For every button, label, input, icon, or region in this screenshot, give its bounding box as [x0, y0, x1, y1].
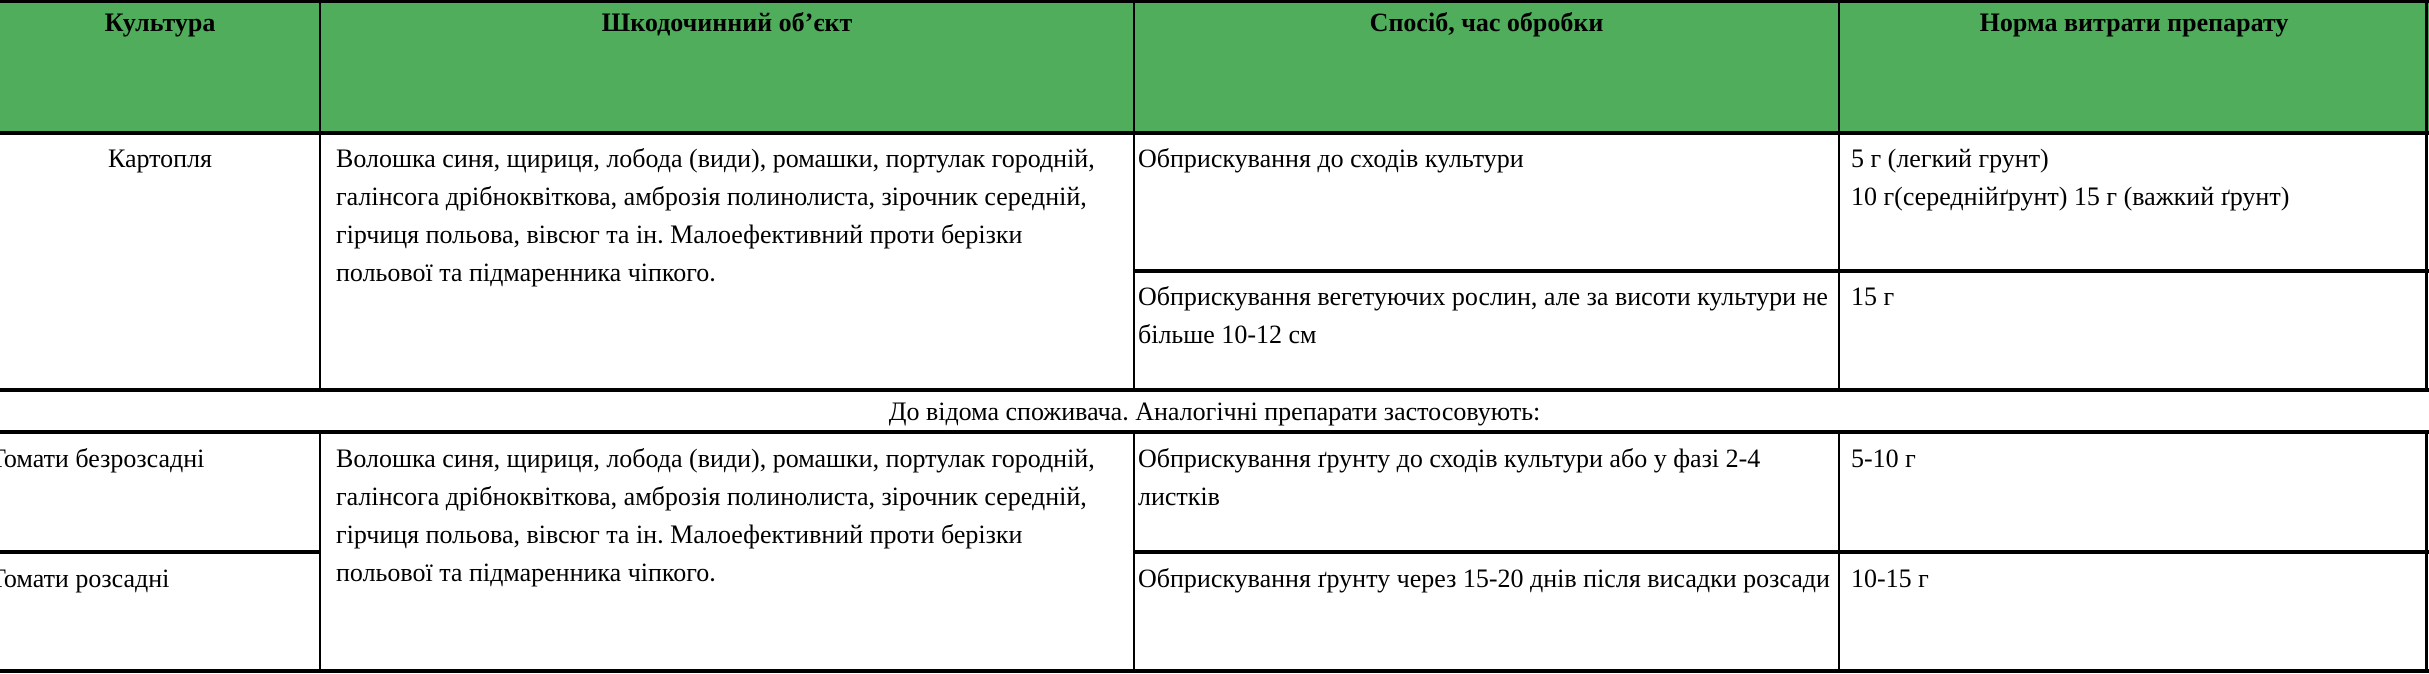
table-border: [1133, 0, 1135, 390]
table-border: [0, 430, 2429, 434]
rate-potato-1: 5 г (легкий грунт) 10 г(середнійґрунт) 1…: [1841, 134, 2429, 222]
method-tomato-seedless: Обприскування ґрунту до сходів культури …: [1138, 444, 1761, 511]
table-border: [319, 432, 321, 672]
table-border: [0, 388, 2429, 392]
table-border: [0, 0, 2429, 3]
table-border: [1133, 432, 1135, 672]
method-potato-2: Обприскування вегетуючих рослин, але за …: [1138, 282, 1828, 349]
culture-potato: Картопля: [107, 144, 213, 173]
table-border: [2425, 0, 2428, 390]
table-border: [0, 131, 2429, 135]
method-tomato-seedling: Обприскування ґрунту через 15-20 днів пі…: [1138, 564, 1830, 593]
table-border: [2425, 432, 2428, 672]
rate-tomato-seedling: 10-15 г: [1851, 564, 1929, 593]
target-tomatoes: Волошка синя, щириця, лобода (види), ром…: [336, 444, 1095, 587]
rate-line: 10 г(середнійґрунт) 15 г (важкий ґрунт): [1851, 182, 2290, 211]
header-rate: Норма витрати препарату: [1839, 0, 2429, 132]
method-potato-1: Обприскування до сходів культури: [1138, 144, 1524, 173]
header-method: Спосіб, час обробки: [1134, 0, 1839, 132]
table-border: [0, 550, 320, 554]
consumer-note: До відома споживача. Аналогічні препарат…: [888, 397, 1541, 426]
table-border: [1838, 432, 1840, 672]
table-border: [1134, 550, 2429, 554]
rate-line: 5 г (легкий грунт): [1851, 144, 2049, 173]
header-target: Шкодочинний об’єкт: [320, 0, 1134, 132]
table-border: [319, 0, 321, 390]
table-border: [1134, 269, 2429, 273]
culture-tomato-seedless: Томати безрозсадні: [0, 444, 205, 473]
rate-potato-2: 15 г: [1851, 282, 1895, 311]
target-potato: Волошка синя, щириця, лобода (види), ром…: [336, 144, 1095, 287]
rate-tomato-seedless: 5-10 г: [1851, 444, 1916, 473]
culture-tomato-seedling: Томати розсадні: [0, 564, 170, 593]
table-border: [0, 669, 2429, 673]
header-culture: Культура: [0, 0, 320, 132]
table-border: [1838, 0, 1840, 390]
